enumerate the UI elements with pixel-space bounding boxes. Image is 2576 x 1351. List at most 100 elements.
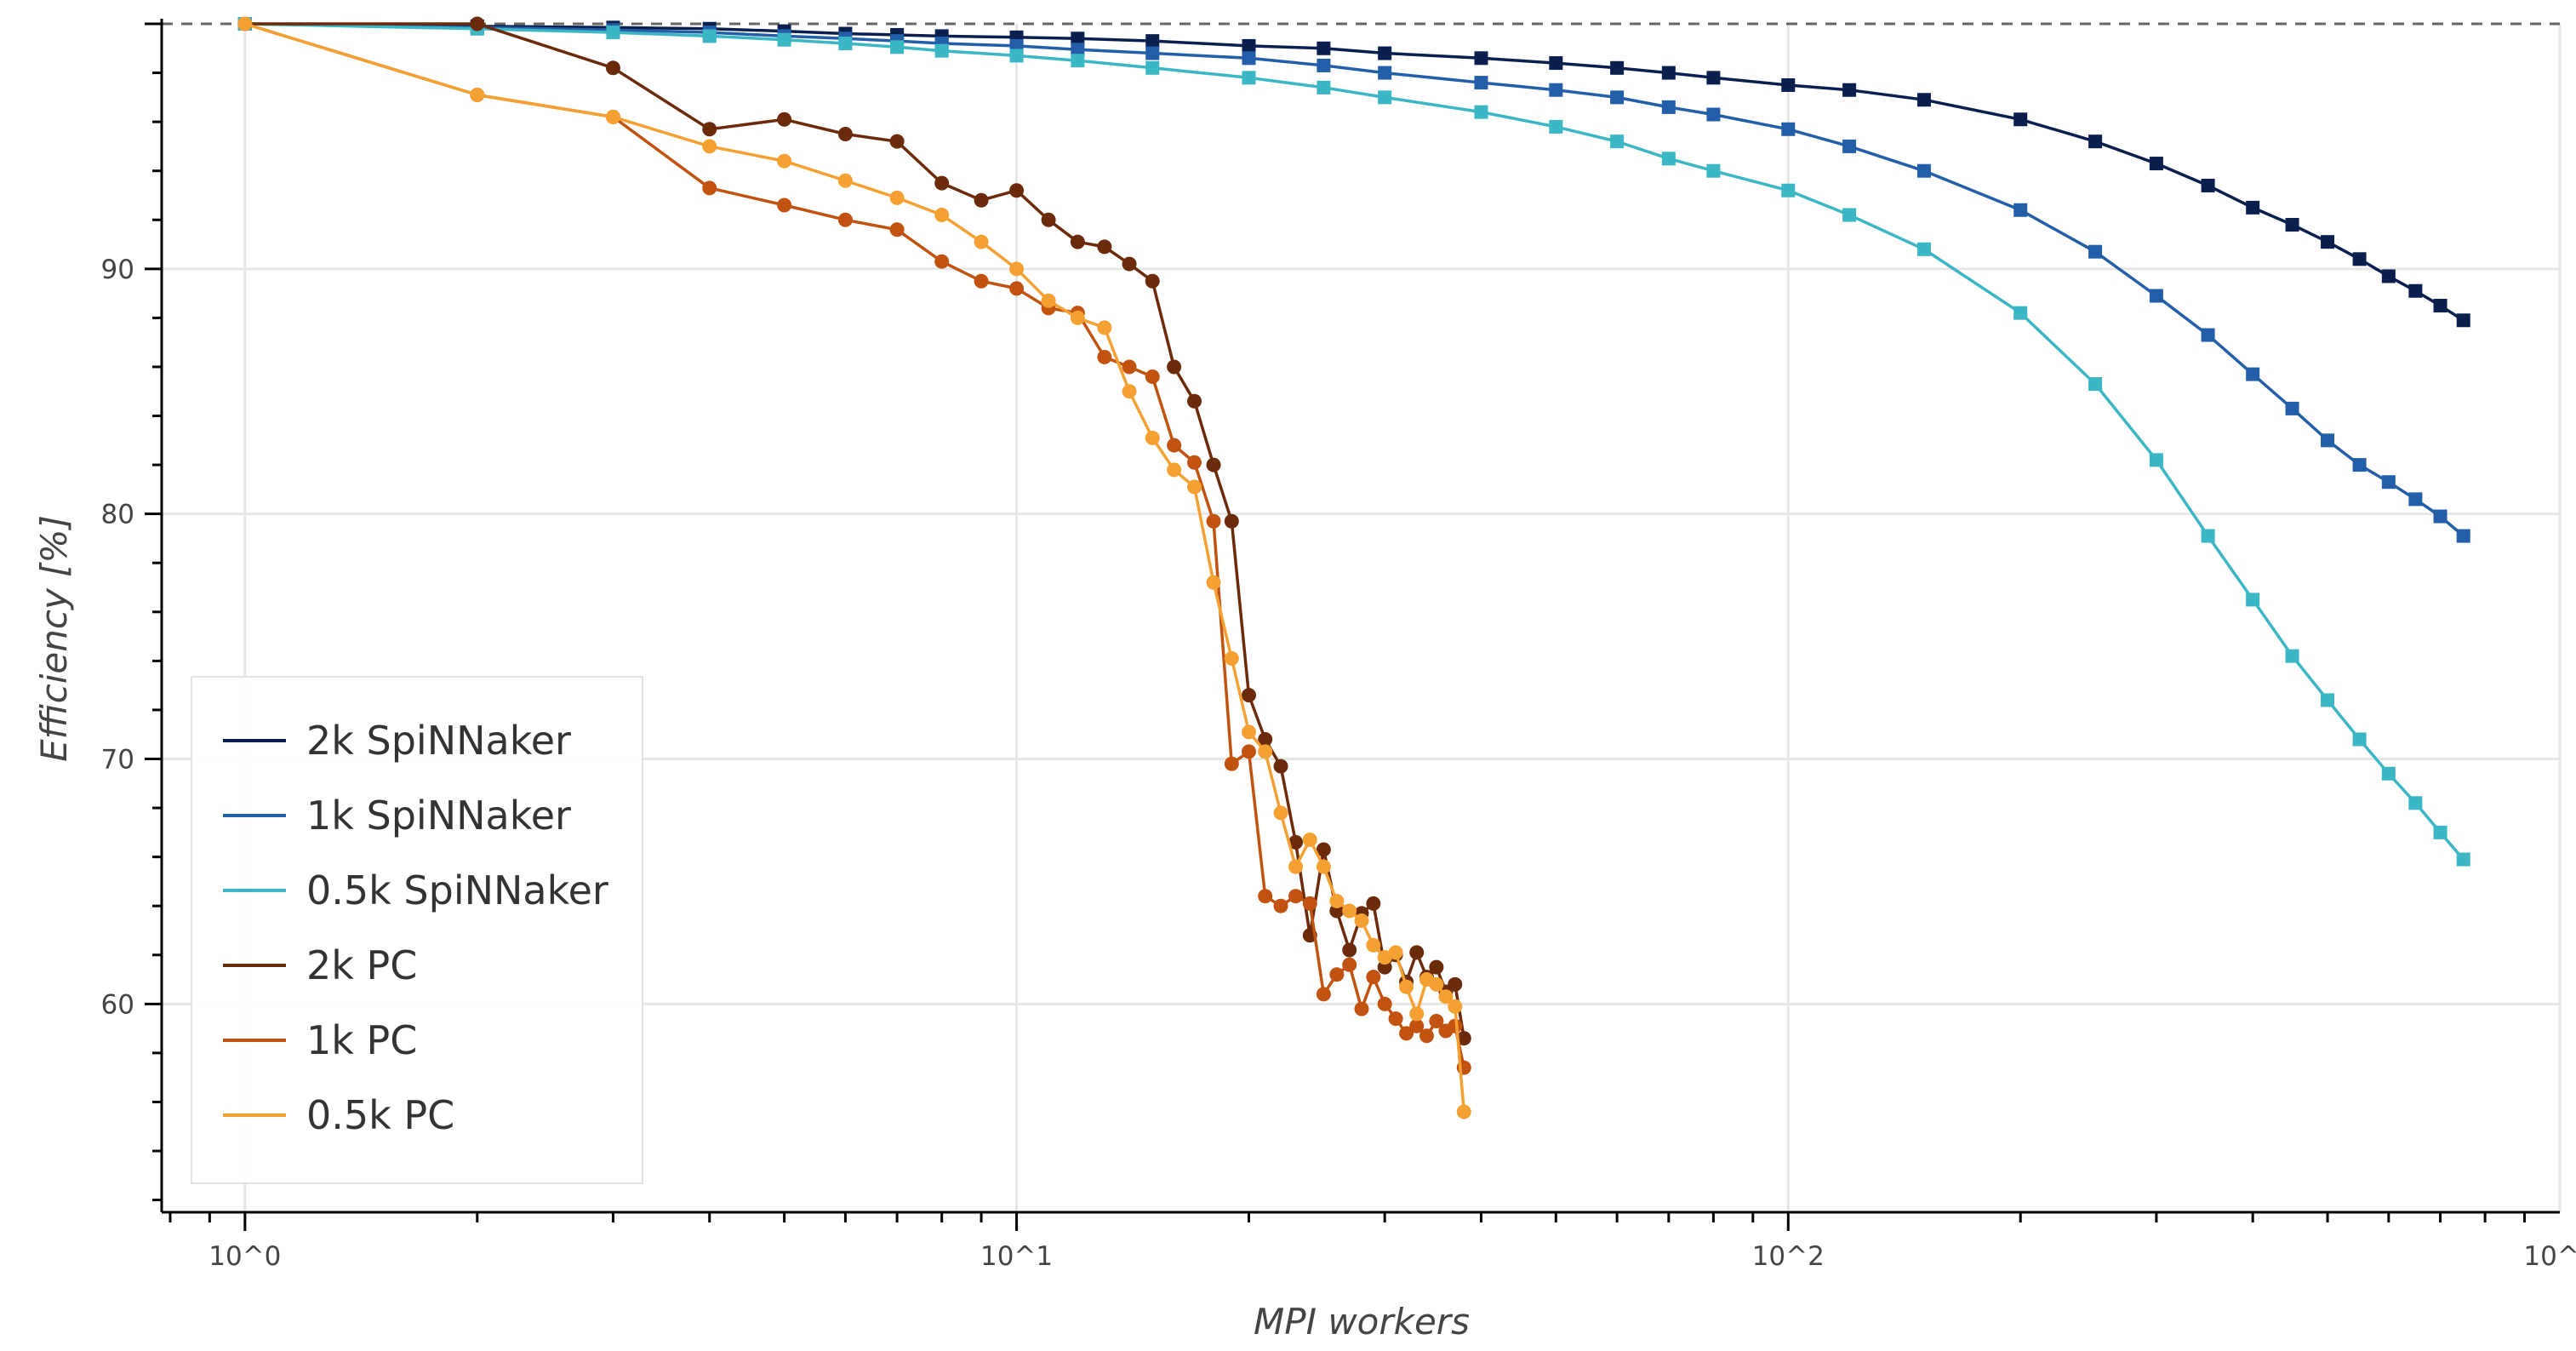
point-3-34 [1429, 959, 1444, 975]
point-3-36 [1448, 976, 1463, 992]
point-1-29 [2352, 458, 2367, 472]
series-layer [237, 16, 2470, 1119]
point-1-24 [2149, 289, 2163, 303]
point-2-31 [2408, 796, 2423, 810]
point-2-13 [1378, 90, 1392, 105]
point-1-20 [1842, 139, 1857, 153]
y-tick-label-3: 90 [101, 255, 134, 285]
point-4-19 [1242, 744, 1257, 759]
point-5-35 [1438, 989, 1454, 1005]
point-4-17 [1206, 513, 1221, 529]
point-4-4 [777, 197, 792, 213]
point-2-4 [777, 32, 791, 47]
point-0-20 [1842, 83, 1857, 97]
legend-label-0: 2k SpiNNaker [306, 718, 571, 764]
point-5-15 [1167, 462, 1182, 478]
point-2-33 [2456, 852, 2470, 867]
point-1-18 [1706, 107, 1721, 122]
point-5-5 [837, 173, 853, 188]
point-5-7 [934, 208, 950, 223]
point-5-4 [777, 153, 792, 169]
x-tick-label-1: 10^1 [980, 1241, 1053, 1272]
point-0-13 [1378, 46, 1392, 60]
point-4-14 [1145, 369, 1160, 384]
point-0-29 [2352, 252, 2367, 266]
legend-label-4: 1k PC [306, 1017, 417, 1063]
point-2-21 [1916, 242, 1931, 256]
point-2-8 [1009, 49, 1024, 63]
point-4-9 [1009, 281, 1025, 296]
point-0-19 [1781, 77, 1796, 92]
point-2-10 [1145, 60, 1160, 75]
point-1-19 [1781, 122, 1796, 136]
point-4-32 [1409, 1018, 1425, 1033]
point-1-12 [1317, 58, 1331, 72]
point-5-13 [1122, 384, 1137, 399]
point-2-16 [1610, 135, 1625, 149]
point-3-4 [777, 112, 792, 127]
point-3-14 [1145, 273, 1160, 289]
point-0-9 [1071, 31, 1085, 46]
point-4-20 [1258, 889, 1273, 904]
point-0-25 [2201, 178, 2215, 192]
point-2-22 [2013, 306, 2028, 320]
point-4-7 [934, 254, 950, 269]
point-4-21 [1273, 898, 1288, 913]
x-tick-label-3: 10^3 [2523, 1241, 2576, 1272]
point-1-27 [2285, 401, 2299, 415]
point-3-3 [702, 122, 717, 137]
point-3-9 [1009, 183, 1025, 198]
point-4-18 [1224, 756, 1239, 771]
point-4-22 [1288, 889, 1304, 904]
point-3-26 [1342, 942, 1357, 958]
series-line-2 [244, 22, 2465, 861]
point-2-32 [2433, 825, 2447, 839]
point-2-17 [1661, 152, 1676, 166]
point-3-13 [1122, 256, 1137, 272]
series-2 [237, 17, 2470, 867]
point-4-27 [1354, 1001, 1369, 1016]
point-5-8 [974, 234, 989, 249]
point-2-29 [2352, 732, 2367, 747]
point-5-37 [1456, 1104, 1471, 1119]
point-1-10 [1145, 46, 1160, 60]
point-5-27 [1354, 913, 1369, 928]
point-3-12 [1097, 239, 1112, 255]
point-4-28 [1366, 970, 1381, 985]
point-5-24 [1316, 859, 1331, 874]
point-1-17 [1661, 100, 1676, 114]
point-1-13 [1378, 66, 1392, 80]
point-5-17 [1206, 575, 1221, 590]
point-4-34 [1429, 1013, 1444, 1028]
point-4-24 [1316, 987, 1331, 1002]
legend-box [191, 676, 643, 1184]
point-3-17 [1206, 457, 1221, 472]
point-5-25 [1329, 893, 1345, 908]
point-0-24 [2149, 157, 2163, 171]
point-0-28 [2321, 235, 2335, 249]
point-5-16 [1187, 479, 1202, 495]
point-1-21 [1916, 163, 1931, 178]
point-5-23 [1302, 832, 1317, 847]
point-2-30 [2381, 766, 2396, 781]
y-tick-label-0: 60 [101, 989, 134, 1020]
point-3-19 [1242, 688, 1257, 703]
point-1-30 [2381, 475, 2396, 489]
point-1-11 [1242, 51, 1256, 66]
point-4-36 [1448, 1018, 1463, 1033]
point-5-30 [1388, 945, 1403, 960]
point-4-29 [1377, 996, 1392, 1011]
point-4-12 [1097, 349, 1112, 364]
point-4-16 [1187, 455, 1202, 470]
point-3-32 [1409, 945, 1425, 960]
point-4-5 [837, 212, 853, 227]
legend-label-2: 0.5k SpiNNaker [306, 867, 608, 913]
point-2-20 [1842, 208, 1857, 222]
point-5-19 [1242, 724, 1257, 740]
point-5-10 [1041, 293, 1056, 308]
point-1-28 [2321, 433, 2335, 448]
point-2-5 [838, 37, 853, 51]
point-0-33 [2456, 313, 2470, 328]
point-3-21 [1273, 759, 1288, 774]
point-4-23 [1302, 896, 1317, 911]
